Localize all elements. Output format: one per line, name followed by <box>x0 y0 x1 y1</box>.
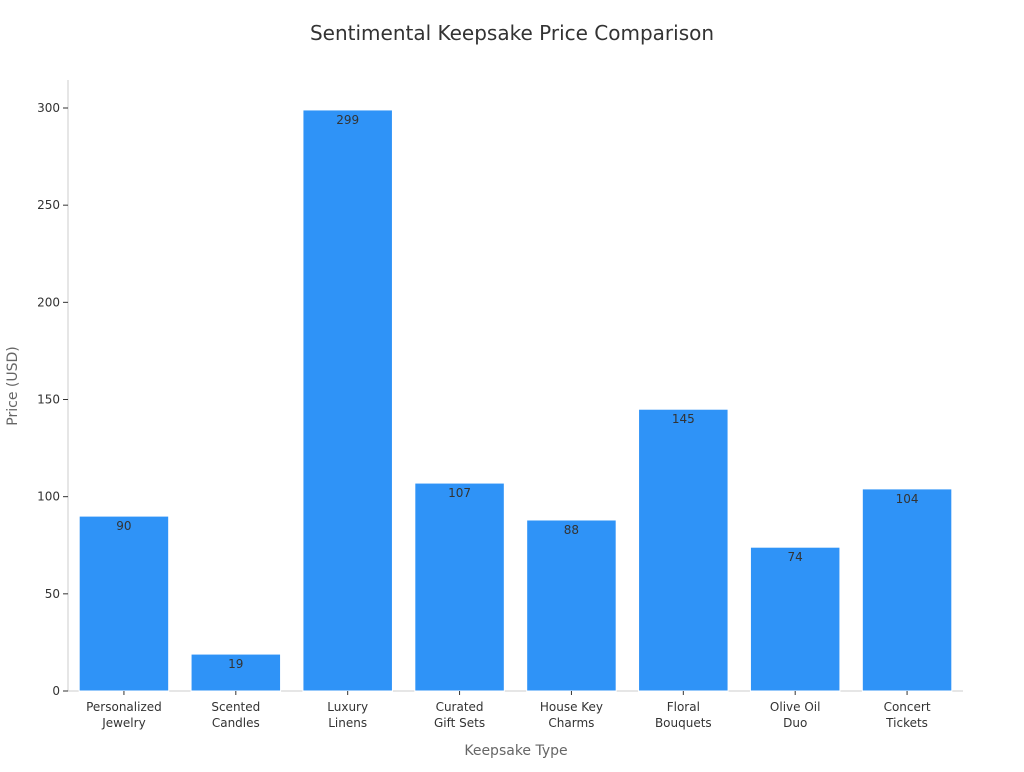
x-tick-label-line: Jewelry <box>101 716 146 730</box>
data-label-0: 90 <box>116 519 131 533</box>
x-tick-label-line: Gift Sets <box>434 716 485 730</box>
x-tick-label-3: Curated Gift Sets <box>434 700 485 730</box>
x-tick-label-line: Bouquets <box>655 716 712 730</box>
y-tick-label-0: 0 <box>52 684 60 698</box>
plot-area: 0 50 100 150 200 250 300 90 Personalized Jewelry 1… <box>37 80 963 730</box>
x-tick-label-line: Linens <box>328 716 367 730</box>
y-tick-label-250: 250 <box>37 198 60 212</box>
x-tick-label-line: Concert <box>884 700 931 714</box>
x-tick-label-4: House Key Charms <box>540 700 603 730</box>
x-tick-label-line: Candles <box>212 716 260 730</box>
x-tick-label-0: Personalized Jewelry <box>86 700 162 730</box>
x-tick-label-5: Floral Bouquets <box>655 700 712 730</box>
data-label-3: 107 <box>448 486 471 500</box>
y-tick-label-50: 50 <box>45 587 60 601</box>
bar-3 <box>414 482 505 692</box>
bar-1 <box>190 653 282 692</box>
bar-6 <box>749 546 841 692</box>
bar-5 <box>638 408 729 692</box>
x-tick-label-1: Scented Candles <box>211 700 260 730</box>
bar-7 <box>861 488 953 692</box>
x-tick-label-line: Floral <box>667 700 700 714</box>
x-tick-label-line: Charms <box>548 716 594 730</box>
y-tick-label-100: 100 <box>37 490 60 504</box>
y-tick-label-300: 300 <box>37 101 60 115</box>
data-label-2: 299 <box>336 113 359 127</box>
bar-4 <box>526 519 617 692</box>
x-tick-label-6: Olive Oil Duo <box>770 700 821 730</box>
bar-2 <box>302 109 393 692</box>
data-label-6: 74 <box>788 550 803 564</box>
x-tick-label-line: Luxury <box>327 700 368 714</box>
x-tick-label-2: Luxury Linens <box>327 700 368 730</box>
y-tick-label-150: 150 <box>37 393 60 407</box>
data-label-5: 145 <box>672 412 695 426</box>
bar-0 <box>78 515 170 692</box>
x-tick-label-7: Concert Tickets <box>884 700 931 730</box>
chart-title: Sentimental Keepsake Price Comparison <box>310 21 714 45</box>
x-tick-label-line: Curated <box>436 700 484 714</box>
x-tick-label-line: House Key <box>540 700 603 714</box>
x-axis-title: Keepsake Type <box>464 743 567 759</box>
x-tick-label-line: Scented <box>211 700 260 714</box>
data-label-1: 19 <box>228 657 243 671</box>
x-tick-label-line: Personalized <box>86 700 162 714</box>
y-tick-label-200: 200 <box>37 295 60 309</box>
y-axis-title: Price (USD) <box>5 346 21 425</box>
x-tick-label-line: Olive Oil <box>770 700 821 714</box>
data-label-4: 88 <box>564 523 579 537</box>
x-tick-label-line: Tickets <box>885 716 928 730</box>
x-tick-label-line: Duo <box>783 716 807 730</box>
data-label-7: 104 <box>896 492 919 506</box>
